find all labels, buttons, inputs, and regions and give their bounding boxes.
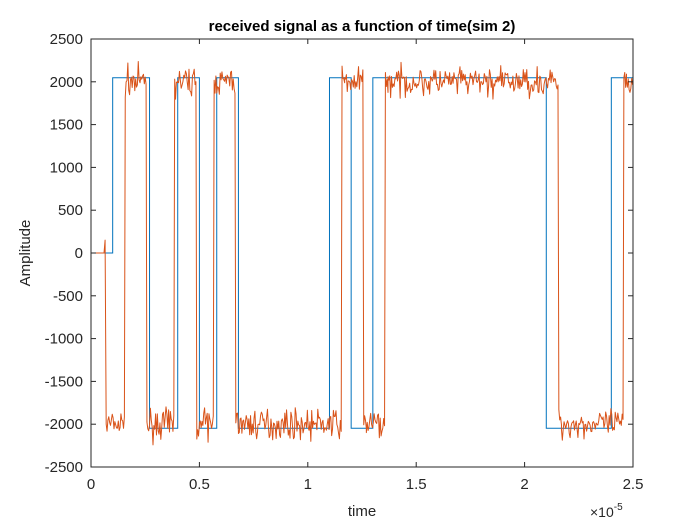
series-layer bbox=[91, 60, 634, 446]
y-tick-label: 0 bbox=[75, 245, 83, 262]
y-tick-label: -500 bbox=[53, 288, 83, 305]
x-axis-label: time bbox=[348, 503, 376, 520]
x-tick-label: 1.5 bbox=[406, 476, 427, 493]
y-tick-label: -2500 bbox=[45, 459, 83, 476]
x-tick-label: 0 bbox=[87, 476, 95, 493]
y-tick-label: -2000 bbox=[45, 416, 83, 433]
y-axis: 2500 2000 1500 1000 500 0 -500 -1000 -1500 -2000 -… bbox=[45, 31, 633, 476]
x-tick-label: 2 bbox=[520, 476, 528, 493]
x-axis-exponent-power: -5 bbox=[614, 502, 623, 513]
x-axis: 0 0.5 1 1.5 2 2.5 bbox=[87, 39, 644, 493]
y-tick-label: 2500 bbox=[50, 31, 83, 48]
x-tick-label: 0.5 bbox=[189, 476, 210, 493]
series-line-received bbox=[91, 60, 634, 446]
y-tick-label: -1500 bbox=[45, 373, 83, 390]
y-axis-label: Amplitude bbox=[17, 220, 34, 287]
y-tick-label: -1000 bbox=[45, 331, 83, 348]
plot-area bbox=[91, 39, 633, 467]
y-tick-label: 1500 bbox=[50, 117, 83, 134]
x-axis-exponent: ×10-5 bbox=[590, 502, 623, 520]
x-tick-label: 2.5 bbox=[623, 476, 644, 493]
y-tick-label: 500 bbox=[58, 202, 83, 219]
x-axis-exponent-base: ×10 bbox=[590, 504, 614, 520]
y-tick-label: 2000 bbox=[50, 74, 83, 91]
chart-title: received signal as a function of time(si… bbox=[209, 18, 516, 35]
x-tick-label: 1 bbox=[304, 476, 312, 493]
y-tick-label: 1000 bbox=[50, 159, 83, 176]
